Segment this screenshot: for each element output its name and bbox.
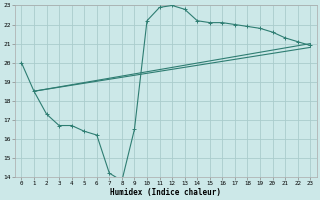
X-axis label: Humidex (Indice chaleur): Humidex (Indice chaleur) [110,188,221,197]
